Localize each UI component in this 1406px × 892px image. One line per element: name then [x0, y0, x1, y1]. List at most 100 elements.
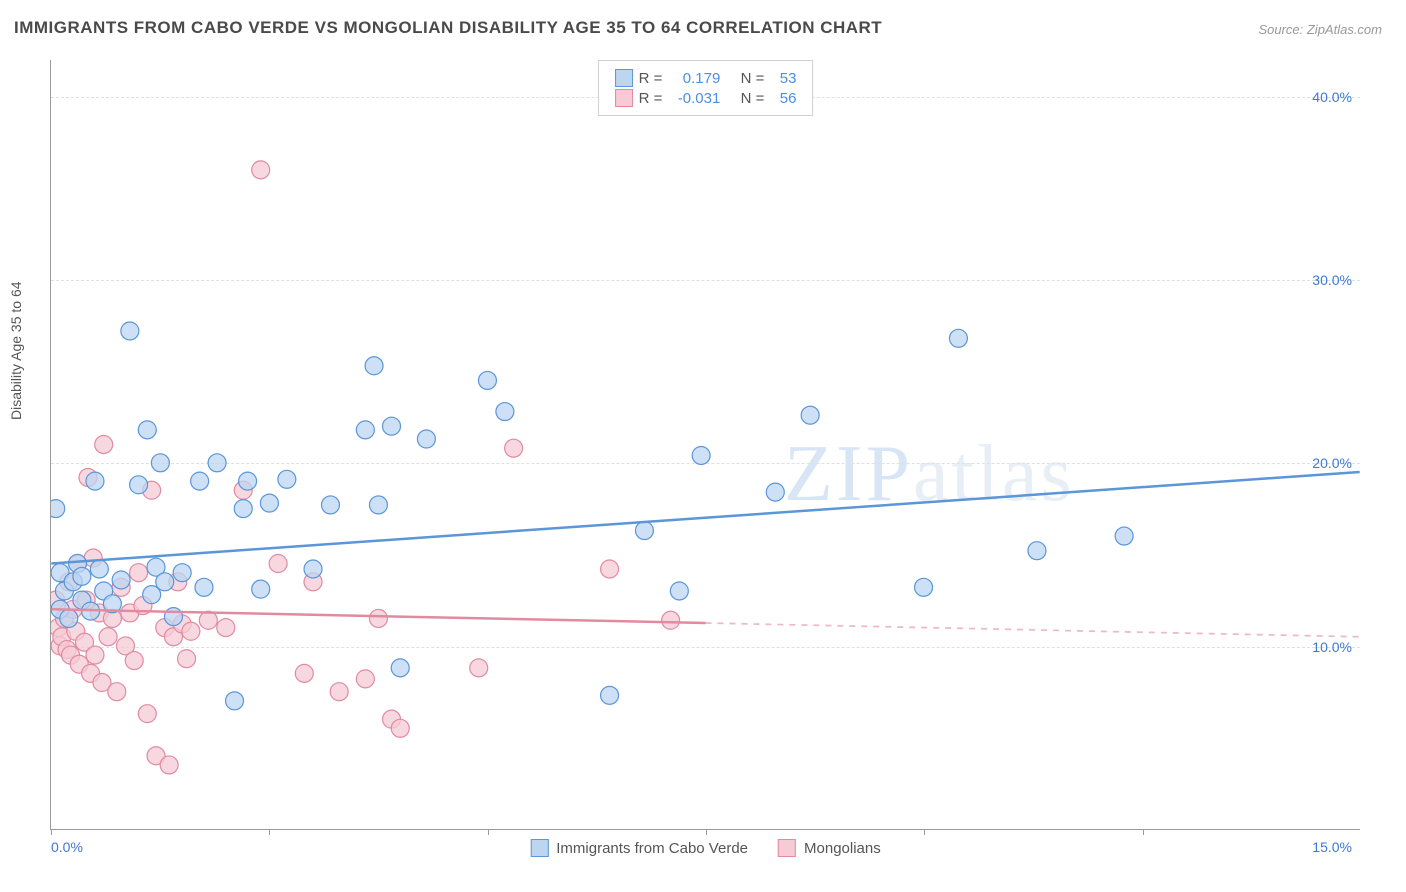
data-point-cabo	[278, 470, 296, 488]
data-point-cabo	[692, 446, 710, 464]
source-label: Source:	[1258, 22, 1306, 37]
data-point-mong	[130, 564, 148, 582]
data-point-mong	[182, 622, 200, 640]
data-point-cabo	[321, 496, 339, 514]
data-point-mong	[99, 628, 117, 646]
r-label: R =	[639, 90, 663, 107]
data-point-cabo	[369, 496, 387, 514]
data-point-mong	[295, 664, 313, 682]
data-point-mong	[86, 646, 104, 664]
n-label: N =	[741, 90, 765, 107]
data-point-mong	[178, 650, 196, 668]
data-point-cabo	[239, 472, 257, 490]
legend-item-cabo: Immigrants from Cabo Verde	[530, 839, 748, 857]
data-point-cabo	[670, 582, 688, 600]
data-point-cabo	[260, 494, 278, 512]
r-value-cabo: 0.179	[668, 70, 720, 87]
legend-label-cabo: Immigrants from Cabo Verde	[556, 840, 748, 857]
data-point-cabo	[496, 403, 514, 421]
trend-line-dashed-mong	[706, 623, 1360, 637]
data-point-mong	[601, 560, 619, 578]
data-point-cabo	[1028, 542, 1046, 560]
data-point-cabo	[252, 580, 270, 598]
data-point-cabo	[478, 371, 496, 389]
legend-item-mong: Mongolians	[778, 839, 881, 857]
data-point-mong	[330, 683, 348, 701]
data-point-mong	[356, 670, 374, 688]
data-point-cabo	[164, 608, 182, 626]
data-point-cabo	[226, 692, 244, 710]
swatch-cabo-icon	[615, 69, 633, 87]
r-label: R =	[639, 70, 663, 87]
series-legend: Immigrants from Cabo Verde Mongolians	[530, 839, 880, 857]
data-point-cabo	[156, 573, 174, 591]
data-point-cabo	[90, 560, 108, 578]
x-tick-mark	[706, 829, 707, 835]
swatch-mong-icon	[615, 89, 633, 107]
source-name: ZipAtlas.com	[1307, 22, 1382, 37]
data-point-cabo	[766, 483, 784, 501]
chart-title: IMMIGRANTS FROM CABO VERDE VS MONGOLIAN …	[14, 18, 882, 38]
data-point-cabo	[130, 476, 148, 494]
data-point-mong	[217, 619, 235, 637]
legend-row-cabo: R = 0.179 N = 53	[615, 69, 797, 87]
data-point-cabo	[949, 329, 967, 347]
data-point-mong	[662, 611, 680, 629]
data-point-mong	[252, 161, 270, 179]
legend-row-mong: R = -0.031 N = 56	[615, 89, 797, 107]
data-point-cabo	[304, 560, 322, 578]
x-tick-mark	[51, 829, 52, 835]
x-tick-mark	[488, 829, 489, 835]
data-point-mong	[269, 555, 287, 573]
n-value-mong: 56	[770, 90, 796, 107]
data-point-cabo	[112, 571, 130, 589]
data-point-cabo	[356, 421, 374, 439]
data-point-mong	[199, 611, 217, 629]
legend-label-mong: Mongolians	[804, 840, 881, 857]
data-point-cabo	[138, 421, 156, 439]
y-axis-label: Disability Age 35 to 64	[8, 281, 24, 420]
swatch-cabo-icon	[530, 839, 548, 857]
plot-svg	[51, 60, 1360, 829]
data-point-cabo	[391, 659, 409, 677]
data-point-cabo	[51, 500, 65, 518]
data-point-mong	[369, 609, 387, 627]
chart-area: ZIPatlas 10.0%20.0%30.0%40.0% R = 0.179 …	[50, 60, 1360, 830]
data-point-cabo	[1115, 527, 1133, 545]
data-point-cabo	[915, 578, 933, 596]
data-point-cabo	[208, 454, 226, 472]
data-point-cabo	[86, 472, 104, 490]
data-point-mong	[505, 439, 523, 457]
swatch-mong-icon	[778, 839, 796, 857]
data-point-cabo	[73, 567, 91, 585]
data-point-cabo	[635, 522, 653, 540]
data-point-cabo	[173, 564, 191, 582]
data-point-cabo	[121, 322, 139, 340]
source-attribution: Source: ZipAtlas.com	[1258, 22, 1382, 37]
data-point-cabo	[234, 500, 252, 518]
data-point-cabo	[383, 417, 401, 435]
data-point-cabo	[60, 609, 78, 627]
n-label: N =	[741, 70, 765, 87]
data-point-cabo	[151, 454, 169, 472]
data-point-cabo	[417, 430, 435, 448]
data-point-cabo	[195, 578, 213, 596]
n-value-cabo: 53	[770, 70, 796, 87]
data-point-mong	[391, 719, 409, 737]
data-point-mong	[108, 683, 126, 701]
x-tick-mark	[269, 829, 270, 835]
data-point-mong	[125, 652, 143, 670]
data-point-cabo	[365, 357, 383, 375]
x-tick-right: 15.0%	[1312, 839, 1352, 855]
correlation-legend: R = 0.179 N = 53 R = -0.031 N = 56	[598, 60, 814, 116]
data-point-mong	[160, 756, 178, 774]
x-tick-left: 0.0%	[51, 839, 83, 855]
x-tick-mark	[924, 829, 925, 835]
data-point-cabo	[601, 686, 619, 704]
data-point-mong	[95, 436, 113, 454]
data-point-cabo	[801, 406, 819, 424]
x-tick-mark	[1143, 829, 1144, 835]
data-point-mong	[470, 659, 488, 677]
data-point-mong	[138, 705, 156, 723]
r-value-mong: -0.031	[668, 90, 720, 107]
